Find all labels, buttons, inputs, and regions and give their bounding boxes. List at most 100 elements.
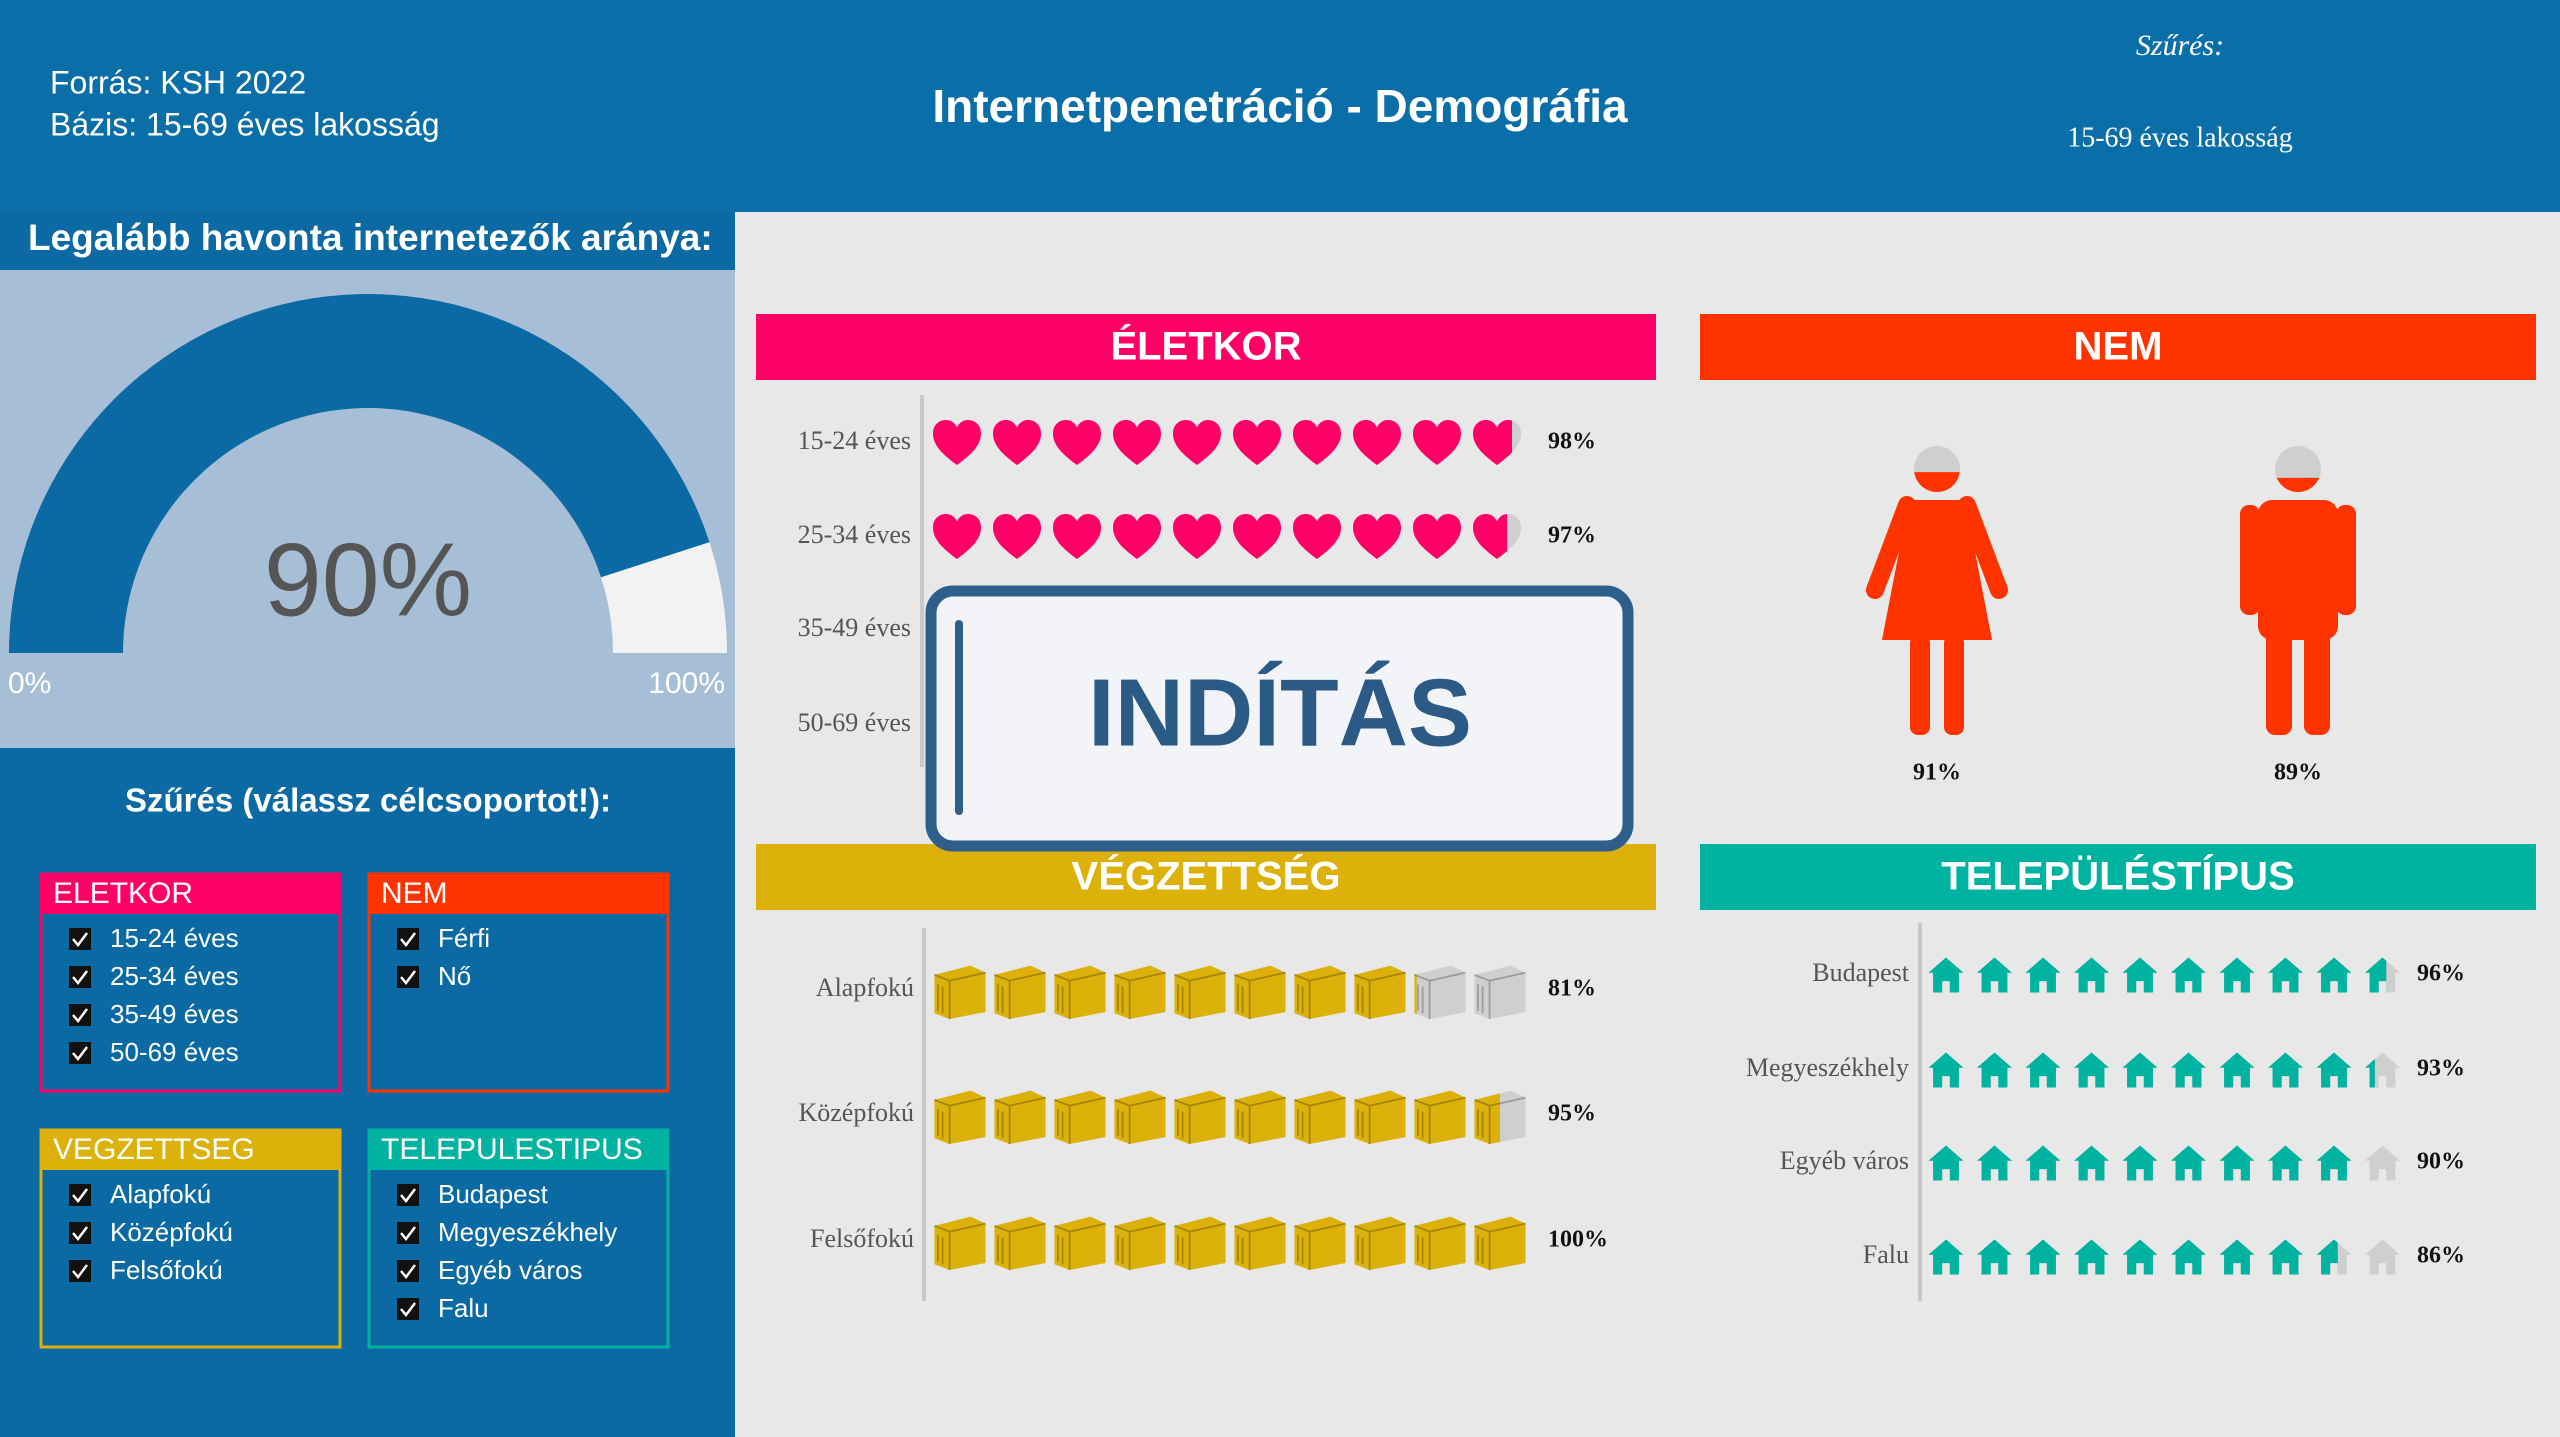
icon-filled [933,420,981,465]
icon-filled [2219,1145,2255,1181]
start-overlay[interactable]: INDÍTÁS [925,585,1634,852]
checkbox[interactable] [69,1042,91,1064]
icon-filled [2122,1239,2158,1275]
checkbox[interactable] [69,1184,91,1206]
heart-icon [1473,514,1521,559]
checkbox[interactable] [69,1222,91,1244]
check-mark [72,1188,88,1204]
panel-header [1700,844,2536,910]
icon-filled [2122,957,2158,993]
filter-item: Középfokú [110,1217,233,1247]
checkbox[interactable] [397,1260,419,1282]
icon-filled [1474,1099,1500,1144]
icon-fill [1174,1090,1226,1144]
icon-filled [994,971,1046,1019]
icon-fill [2365,1059,2375,1088]
icon-fill [2074,1239,2109,1275]
house-icon [2171,957,2206,993]
icon-filled [1174,971,1226,1019]
house-icon [2268,1052,2303,1088]
filter-item: Alapfokú [110,1179,211,1209]
icon-filled [2171,957,2206,993]
filter-group-name: NEM [381,877,448,910]
heart-icon [1233,514,1281,559]
heart-icon [993,420,1041,465]
value-label: 90% [2417,1149,2465,1175]
icon-fill [1977,1145,2012,1181]
icon-fill [1114,965,1166,1019]
title: Internetpenetráció - Demográfia [932,80,1628,132]
icon-fill [2074,1052,2109,1088]
value-label: 93% [2417,1056,2465,1082]
checkbox[interactable] [69,928,91,950]
icon-fill [1114,1090,1166,1144]
house-icon [2171,1052,2206,1088]
value-label: 91% [1913,760,1961,786]
checkbox[interactable] [69,966,91,988]
book-icon [1474,1090,1526,1144]
icon-filled [1054,965,1106,1019]
checkbox[interactable] [69,1004,91,1026]
icon-filled [2316,1052,2352,1088]
filter-group-name: VEGZETTSEG [53,1133,255,1166]
house-icon [1928,1052,1964,1088]
filter-item: 50-69 éves [110,1037,239,1067]
icon-filled [2074,957,2109,993]
icon-fill [2219,1145,2255,1181]
icon-filled [1977,1145,2012,1181]
icon-fill [2122,1239,2158,1275]
checkbox[interactable] [397,966,419,988]
icon-filled [993,420,1041,465]
filter-item: Falu [438,1293,489,1323]
filter-value: 15-69 éves lakosság [2067,122,2293,153]
book-icon [994,1216,1046,1270]
icon-fill [2074,1145,2109,1181]
house-icon [2025,1145,2061,1181]
icon-filled [2316,1239,2338,1275]
row-label: Felsőfokú [810,1224,914,1253]
icon-filled [1354,1096,1406,1144]
icon-empty [1414,971,1466,1019]
icon-filled [934,1096,986,1144]
checkbox[interactable] [397,1184,419,1206]
book-icon [1174,965,1226,1019]
icon-fill [2316,957,2352,993]
header-bar [0,0,2560,212]
check-mark [400,1188,416,1204]
figure-part [2258,500,2338,640]
gauge-min: 0% [8,667,51,700]
checkbox[interactable] [397,928,419,950]
icon-filled [1174,1222,1226,1270]
icon-filled [994,1222,1046,1270]
panel-header [1700,314,2536,380]
checkbox[interactable] [69,1260,91,1282]
icon-fill [1977,1239,2012,1275]
icon-filled [934,965,986,1019]
icon-fill [1473,420,1512,465]
icon-filled [2268,1052,2303,1088]
filter-item: Férfi [438,923,490,953]
book-icon [1294,1090,1346,1144]
house-icon [2122,1052,2158,1088]
gauge-value: 90% [264,522,472,638]
icon-fill [1354,1090,1406,1144]
house-icon [1928,1145,1964,1181]
icon-filled [1054,1222,1106,1270]
start-button[interactable] [925,585,1634,852]
checkbox[interactable] [397,1298,419,1320]
house-icon [1928,1239,1964,1275]
icon-fill [1114,1216,1166,1270]
icon-fill [934,1216,986,1270]
gauge-title: Legalább havonta internetezők aránya: [28,217,713,258]
book-icon [1294,965,1346,1019]
house-icon [2122,1239,2158,1275]
checkbox[interactable] [397,1222,419,1244]
icon-filled [1114,1096,1166,1144]
icon-fill [2219,1052,2255,1088]
icon-filled [1114,965,1166,1019]
icon-filled [994,1216,1046,1270]
start-label[interactable]: INDÍTÁS [1088,659,1472,766]
figure-fill [2240,477,2356,735]
icon-filled [2219,1052,2255,1088]
